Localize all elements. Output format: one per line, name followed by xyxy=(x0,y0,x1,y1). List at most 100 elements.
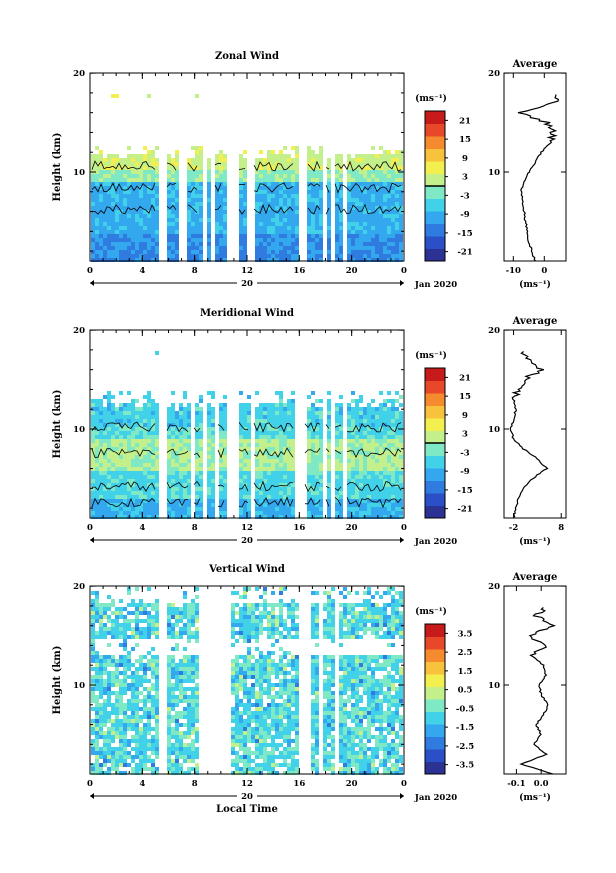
heatmap-cell xyxy=(107,627,111,631)
heatmap-cell xyxy=(259,499,263,503)
heatmap-cell xyxy=(247,763,251,767)
heatmap-cell xyxy=(259,230,263,234)
heatmap-cell xyxy=(327,399,331,403)
heatmap-cell xyxy=(139,218,143,222)
heatmap-cell xyxy=(239,735,243,739)
heatmap-cell xyxy=(107,699,111,703)
heatmap-cell xyxy=(315,162,319,166)
heatmap-cell xyxy=(263,479,267,483)
heatmap-cell xyxy=(287,491,291,495)
heatmap-cell xyxy=(307,467,311,471)
heatmap-cell xyxy=(183,479,187,483)
heatmap-cell xyxy=(243,667,247,671)
heatmap-cell xyxy=(99,511,103,515)
heatmap-cell xyxy=(243,675,247,679)
heatmap-cell xyxy=(107,739,111,743)
heatmap-cell xyxy=(287,162,291,166)
heatmap-cell xyxy=(95,607,99,611)
heatmap-cell xyxy=(251,607,255,611)
heatmap-cell xyxy=(247,655,251,659)
heatmap-cell xyxy=(263,166,267,170)
heatmap-cell xyxy=(99,503,103,507)
heatmap-cell xyxy=(155,507,159,511)
heatmap-cell xyxy=(387,210,391,214)
heatmap-cell xyxy=(347,170,351,174)
heatmap-cell xyxy=(239,699,243,703)
heatmap-cell xyxy=(263,467,267,471)
heatmap-cell xyxy=(367,459,371,463)
heatmap-cell xyxy=(155,182,159,186)
heatmap-cell xyxy=(99,455,103,459)
heatmap-cell xyxy=(379,475,383,479)
heatmap-cell xyxy=(195,443,199,447)
heatmap-cell xyxy=(335,170,339,174)
heatmap-cell xyxy=(131,467,135,471)
heatmap-cell xyxy=(99,439,103,443)
heatmap-cell xyxy=(123,439,127,443)
heatmap-cell xyxy=(147,743,151,747)
heatmap-cell xyxy=(255,683,259,687)
heatmap-cell xyxy=(151,655,155,659)
heatmap-cell xyxy=(115,731,119,735)
heatmap-cell xyxy=(223,447,227,451)
heatmap-cell xyxy=(91,459,95,463)
heatmap-cell xyxy=(179,467,183,471)
heatmap-cell xyxy=(363,507,367,511)
heatmap-cell xyxy=(311,407,315,411)
heatmap-cell xyxy=(147,699,151,703)
heatmap-cell xyxy=(339,218,343,222)
heatmap-cell xyxy=(143,495,147,499)
heatmap-cell xyxy=(295,154,299,158)
heatmap-cell xyxy=(395,158,399,162)
heatmap-cell xyxy=(215,234,219,238)
heatmap-cell xyxy=(155,703,159,707)
heatmap-cell xyxy=(259,246,263,250)
heatmap-cell xyxy=(103,443,107,447)
heatmap-cell xyxy=(283,515,287,519)
heatmap-cell xyxy=(171,407,175,411)
heatmap-cell xyxy=(287,202,291,206)
heatmap-cell xyxy=(363,162,367,166)
heatmap-cell xyxy=(359,495,363,499)
heatmap-cell xyxy=(231,763,235,767)
heatmap-cell xyxy=(327,423,331,427)
heatmap-cell xyxy=(375,511,379,515)
heatmap-cell xyxy=(115,667,119,671)
heatmap-cell xyxy=(143,395,147,399)
heatmap-cell xyxy=(371,162,375,166)
heatmap-cell xyxy=(335,206,339,210)
colorbar-tick-label: 3 xyxy=(462,430,468,440)
heatmap-cell xyxy=(111,190,115,194)
heatmap-cell xyxy=(95,475,99,479)
heatmap-cell xyxy=(175,435,179,439)
heatmap-cell xyxy=(311,455,315,459)
heatmap-cell xyxy=(183,659,187,663)
heatmap-cell xyxy=(167,499,171,503)
heatmap-cell xyxy=(271,503,275,507)
heatmap-cell xyxy=(143,483,147,487)
heatmap-cell xyxy=(187,403,191,407)
heatmap-cell xyxy=(103,687,107,691)
heatmap-cell xyxy=(171,463,175,467)
heatmap-cell xyxy=(351,423,355,427)
heatmap-cell xyxy=(175,715,179,719)
heatmap-cell xyxy=(195,503,199,507)
heatmap-cell xyxy=(363,226,367,230)
heatmap-cell xyxy=(199,459,203,463)
heatmap-cell xyxy=(223,451,227,455)
heatmap-cell xyxy=(391,202,395,206)
heatmap-cell xyxy=(267,218,271,222)
heatmap-cell xyxy=(315,242,319,246)
avg-x-tick-label: -2 xyxy=(509,523,519,533)
heatmap-cell xyxy=(115,611,119,615)
heatmap-cell xyxy=(243,631,247,635)
heatmap-cell xyxy=(363,166,367,170)
heatmap-cell xyxy=(315,439,319,443)
heatmap-cell xyxy=(379,391,383,395)
heatmap-cell xyxy=(359,507,363,511)
heatmap-cell xyxy=(207,190,211,194)
heatmap-cell xyxy=(395,423,399,427)
heatmap-cell xyxy=(307,439,311,443)
heatmap-cell xyxy=(219,459,223,463)
heatmap-cell xyxy=(131,210,135,214)
